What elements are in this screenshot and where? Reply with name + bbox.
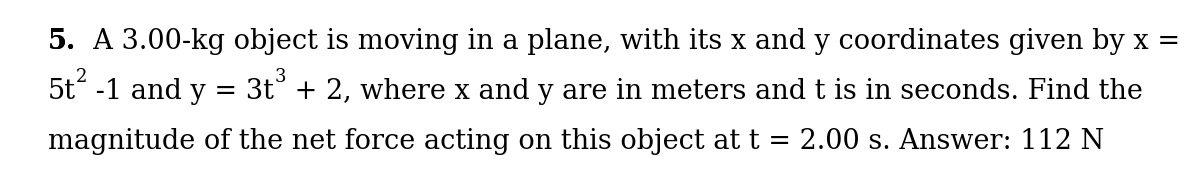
Text: A 3.00-kg object is moving in a plane, with its x and y coordinates given by x =: A 3.00-kg object is moving in a plane, w… [77, 28, 1181, 55]
Text: 5.: 5. [48, 28, 77, 55]
Text: 3: 3 [275, 68, 286, 86]
Text: 2: 2 [76, 68, 88, 86]
Text: -1 and y = 3t: -1 and y = 3t [88, 78, 275, 105]
Text: magnitude of the net force acting on this object at t = 2.00 s. Answer: 112 N: magnitude of the net force acting on thi… [48, 128, 1104, 155]
Text: 5.: 5. [48, 28, 77, 55]
Text: 5t: 5t [48, 78, 76, 105]
Text: + 2, where x and y are in meters and t is in seconds. Find the: + 2, where x and y are in meters and t i… [286, 78, 1142, 105]
